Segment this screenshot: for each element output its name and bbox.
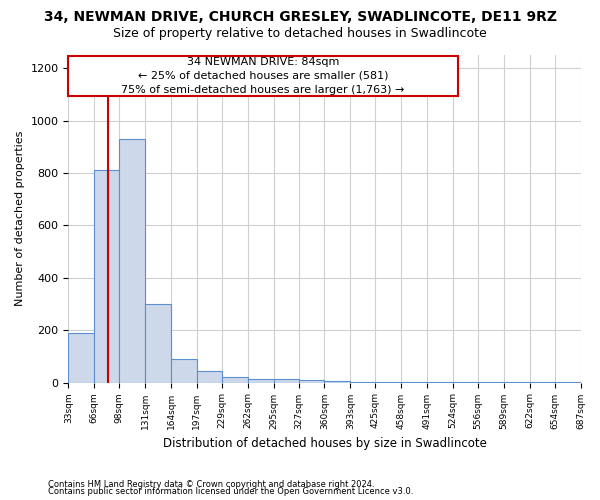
Bar [274, 378, 299, 382]
Bar [197, 371, 222, 382]
Text: Contains HM Land Registry data © Crown copyright and database right 2024.: Contains HM Land Registry data © Crown c… [48, 480, 374, 489]
Bar [171, 359, 197, 382]
Bar [145, 304, 171, 382]
Bar [248, 378, 274, 382]
Bar [68, 333, 94, 382]
Text: 34 NEWMAN DRIVE: 84sqm
← 25% of detached houses are smaller (581)
75% of semi-de: 34 NEWMAN DRIVE: 84sqm ← 25% of detached… [121, 57, 404, 95]
Bar [299, 380, 325, 382]
Text: Size of property relative to detached houses in Swadlincote: Size of property relative to detached ho… [113, 28, 487, 40]
Text: 34, NEWMAN DRIVE, CHURCH GRESLEY, SWADLINCOTE, DE11 9RZ: 34, NEWMAN DRIVE, CHURCH GRESLEY, SWADLI… [44, 10, 557, 24]
X-axis label: Distribution of detached houses by size in Swadlincote: Distribution of detached houses by size … [163, 437, 487, 450]
Text: Contains public sector information licensed under the Open Government Licence v3: Contains public sector information licen… [48, 487, 413, 496]
FancyBboxPatch shape [68, 56, 458, 96]
Bar [222, 378, 248, 382]
Y-axis label: Number of detached properties: Number of detached properties [15, 131, 25, 306]
Bar [94, 170, 119, 382]
Bar [119, 139, 145, 382]
